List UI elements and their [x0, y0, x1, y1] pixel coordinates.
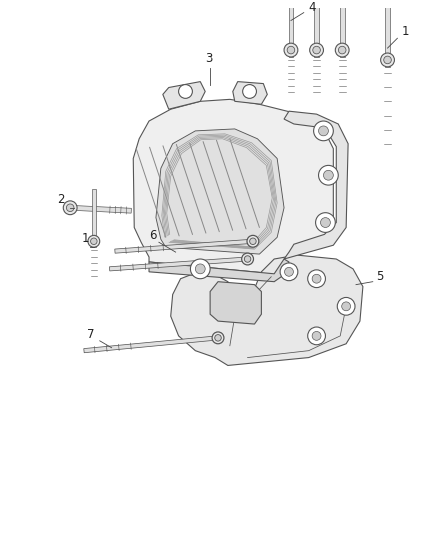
- Circle shape: [63, 201, 77, 215]
- Polygon shape: [133, 99, 333, 274]
- Circle shape: [88, 236, 100, 247]
- Circle shape: [247, 236, 259, 247]
- Circle shape: [324, 171, 333, 180]
- Circle shape: [312, 332, 321, 341]
- Polygon shape: [210, 281, 261, 324]
- Circle shape: [318, 126, 328, 136]
- Circle shape: [287, 46, 295, 54]
- Polygon shape: [149, 259, 289, 281]
- Circle shape: [284, 43, 298, 57]
- Polygon shape: [163, 82, 205, 109]
- Circle shape: [312, 274, 321, 283]
- Polygon shape: [156, 129, 284, 254]
- Polygon shape: [284, 111, 348, 259]
- Text: 6: 6: [149, 229, 156, 243]
- Polygon shape: [115, 239, 253, 253]
- Circle shape: [285, 268, 293, 276]
- Circle shape: [342, 302, 350, 311]
- Circle shape: [250, 238, 256, 245]
- Circle shape: [313, 46, 320, 54]
- Circle shape: [339, 46, 346, 54]
- Polygon shape: [110, 257, 248, 271]
- Bar: [340, 0, 345, 57]
- Text: 3: 3: [205, 52, 212, 65]
- Bar: [289, 0, 293, 57]
- Circle shape: [308, 327, 325, 345]
- Circle shape: [321, 217, 330, 228]
- Circle shape: [191, 259, 210, 279]
- Circle shape: [67, 204, 74, 212]
- Circle shape: [314, 121, 333, 141]
- Circle shape: [381, 53, 395, 67]
- Circle shape: [242, 253, 254, 265]
- Text: 5: 5: [376, 270, 383, 282]
- Text: 1: 1: [401, 25, 409, 38]
- Circle shape: [195, 264, 205, 274]
- Circle shape: [308, 270, 325, 288]
- Circle shape: [91, 238, 97, 245]
- Circle shape: [244, 256, 251, 262]
- Text: 1: 1: [82, 232, 89, 245]
- Circle shape: [318, 165, 338, 185]
- Text: 2: 2: [57, 193, 65, 206]
- Circle shape: [179, 85, 192, 99]
- Circle shape: [215, 335, 221, 341]
- Circle shape: [384, 56, 391, 64]
- Circle shape: [212, 332, 224, 344]
- Bar: [92, 189, 96, 247]
- Polygon shape: [233, 82, 267, 104]
- Bar: [385, 0, 390, 67]
- Circle shape: [316, 213, 336, 232]
- Polygon shape: [70, 205, 131, 213]
- Polygon shape: [171, 255, 363, 366]
- Circle shape: [243, 85, 257, 99]
- Polygon shape: [84, 336, 218, 353]
- Bar: [314, 0, 319, 57]
- Circle shape: [337, 297, 355, 315]
- Circle shape: [280, 263, 298, 281]
- Text: 7: 7: [87, 328, 95, 341]
- Text: 4: 4: [309, 1, 316, 14]
- Circle shape: [310, 43, 324, 57]
- Circle shape: [336, 43, 349, 57]
